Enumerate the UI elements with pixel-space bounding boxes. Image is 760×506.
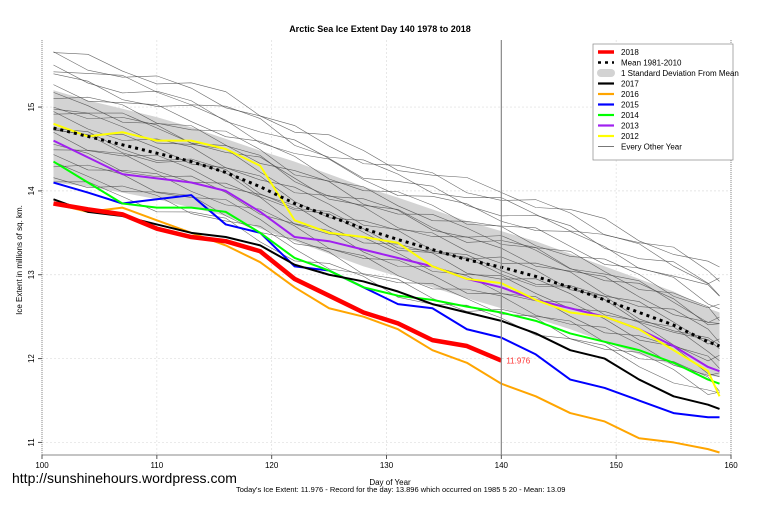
every-other-year-line — [53, 177, 720, 395]
every-other-year-line — [53, 181, 720, 394]
axes: 100 110 120 130 140 150 160 11 12 13 14 15 — [27, 40, 738, 470]
current-value-label: 11.976 — [506, 357, 530, 366]
series-line-2014 — [52, 160, 720, 385]
other-years-layer — [53, 51, 720, 395]
every-other-year-line — [53, 73, 720, 297]
legend-label: Mean 1981-2010 — [621, 59, 682, 68]
every-other-year-line — [53, 164, 720, 376]
legend-box — [592, 43, 734, 161]
every-other-year-line — [53, 96, 720, 309]
chart-title: Arctic Sea Ice Extent Day 140 1978 to 20… — [289, 24, 471, 34]
series-line-2017 — [53, 198, 720, 410]
every-other-year-line — [53, 71, 720, 285]
website-url[interactable]: http://sunshinehours.wordpress.com — [12, 470, 237, 486]
every-other-year-line — [53, 52, 720, 268]
every-other-year-line — [53, 161, 720, 392]
every-other-year-line — [53, 149, 720, 362]
every-other-year-line — [53, 129, 720, 349]
legend-label: 2018 — [621, 48, 639, 57]
every-other-year-line — [53, 84, 720, 310]
legend-label: 1 Standard Deviation From Mean — [621, 69, 739, 78]
x-axis-label: Day of Year — [369, 478, 411, 487]
x-tick-label: 120 — [265, 461, 279, 470]
footer-stats: Today's Ice Extent: 11.976 - Record for … — [236, 485, 566, 494]
series-line-2016 — [53, 202, 720, 454]
x-tick-label: 130 — [380, 461, 394, 470]
every-other-year-line — [53, 51, 720, 282]
every-other-year-line — [53, 108, 720, 323]
y-tick-label: 15 — [27, 102, 36, 111]
legend-label: 2015 — [621, 101, 639, 110]
x-tick-label: 100 — [35, 461, 49, 470]
every-other-year-line — [53, 64, 720, 296]
y-tick-label: 11 — [27, 438, 36, 447]
series-layer: 11.976 — [52, 122, 721, 454]
every-other-year-line — [53, 143, 720, 369]
series-line-2012 — [53, 122, 721, 397]
legend-swatch — [597, 69, 615, 77]
every-other-year-line — [53, 112, 720, 324]
series-line-2015 — [53, 181, 720, 419]
legend-label: 2013 — [621, 122, 639, 131]
y-tick-label: 13 — [27, 270, 36, 279]
y-tick-label: 14 — [27, 186, 36, 195]
legend-label: 2012 — [621, 132, 639, 141]
every-other-year-line — [53, 92, 720, 322]
x-tick-label: 150 — [609, 461, 623, 470]
legend-label: Every Other Year — [621, 143, 682, 152]
x-tick-label: 160 — [724, 461, 738, 470]
series-line-2018 — [53, 201, 503, 363]
legend-label: 2016 — [621, 90, 639, 99]
every-other-year-line — [53, 106, 720, 326]
y-tick-label: 12 — [27, 354, 36, 363]
x-tick-label: 110 — [150, 461, 163, 470]
y-axis-label: Ice Extent in millions of sq. km. — [15, 205, 24, 315]
legend-label: 2014 — [621, 111, 639, 120]
series-line-mean-1981-2010 — [53, 126, 721, 348]
legend-label: 2017 — [621, 80, 639, 89]
x-tick-label: 140 — [495, 461, 509, 470]
every-other-year-line — [53, 129, 720, 345]
